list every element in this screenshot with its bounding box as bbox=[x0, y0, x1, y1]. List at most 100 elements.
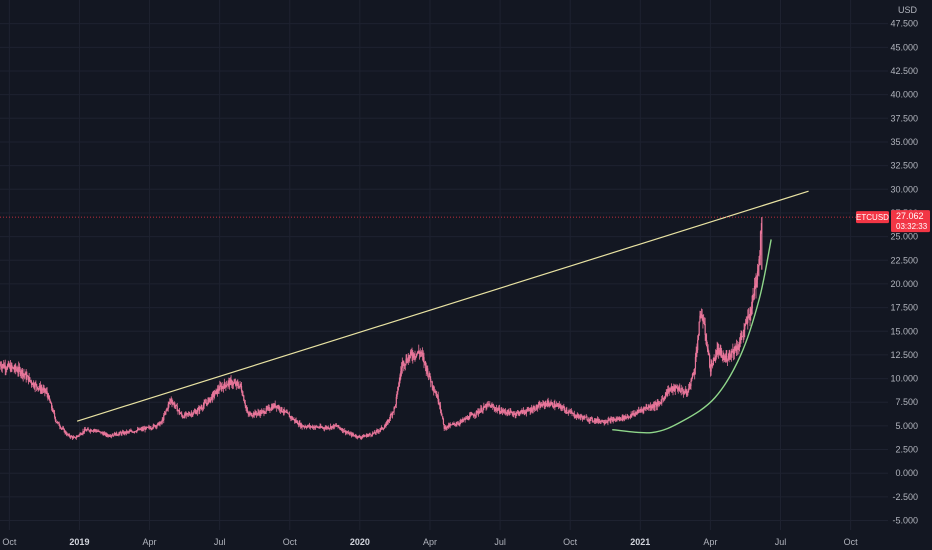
candle-body bbox=[53, 412, 56, 417]
candle-body bbox=[517, 412, 519, 413]
candle-body bbox=[18, 366, 20, 372]
candle-body bbox=[506, 412, 508, 415]
candle-body bbox=[714, 357, 716, 361]
candle-body bbox=[310, 426, 312, 428]
candle-body bbox=[115, 432, 117, 436]
candle-body bbox=[57, 422, 59, 423]
candle-body bbox=[94, 429, 96, 431]
candle-body bbox=[464, 418, 466, 420]
candle-body bbox=[400, 371, 402, 375]
candle-body bbox=[302, 425, 304, 427]
candle-body bbox=[282, 412, 285, 414]
candle-body bbox=[658, 403, 661, 404]
candle-body bbox=[367, 435, 369, 437]
candle-body bbox=[2, 364, 4, 366]
x-tick-label: Jul bbox=[214, 537, 226, 547]
candle-body bbox=[261, 410, 264, 412]
candle-body bbox=[430, 378, 432, 383]
candle-body bbox=[14, 365, 16, 370]
candle-body bbox=[80, 433, 82, 435]
candle-body bbox=[557, 404, 560, 407]
candle-body bbox=[495, 408, 498, 410]
candle-body bbox=[293, 419, 295, 420]
candle-body bbox=[92, 429, 95, 431]
candle-body bbox=[450, 424, 452, 426]
candle-body bbox=[631, 413, 633, 416]
candle-body bbox=[154, 425, 157, 427]
candle-body bbox=[50, 403, 53, 409]
candle-body bbox=[505, 412, 507, 414]
candle-body bbox=[644, 407, 646, 409]
candle-body bbox=[477, 411, 479, 414]
candle-body bbox=[207, 400, 209, 405]
candle-body bbox=[454, 423, 456, 425]
candle-body bbox=[387, 419, 389, 424]
x-tick-label: Oct bbox=[563, 537, 578, 547]
candle-body bbox=[728, 352, 730, 359]
resistance-trendline[interactable] bbox=[76, 190, 809, 422]
candle-body bbox=[616, 418, 618, 420]
candle-body bbox=[311, 426, 314, 428]
candle-body bbox=[218, 390, 220, 391]
candle-body bbox=[757, 266, 759, 272]
candle-body bbox=[50, 402, 52, 404]
candle-body bbox=[140, 428, 142, 430]
candle-body bbox=[521, 410, 523, 414]
candle-body bbox=[442, 418, 445, 425]
candle-body bbox=[32, 382, 34, 386]
candle-body bbox=[377, 431, 379, 432]
candle-body bbox=[649, 405, 652, 408]
candle-body bbox=[581, 415, 583, 418]
y-tick-label: 2.500 bbox=[895, 445, 918, 455]
candle-body bbox=[110, 436, 112, 437]
candle-body bbox=[586, 417, 588, 421]
candle-body bbox=[365, 434, 368, 436]
candle-body bbox=[197, 408, 199, 410]
candle-body bbox=[673, 386, 675, 388]
candle-body bbox=[391, 414, 393, 416]
candle-body bbox=[685, 390, 687, 393]
candle-body bbox=[606, 421, 608, 423]
time-axis[interactable]: Oct 2019 Apr Jul Oct 2020 Apr Jul Oct 2021 Apr Jul O… bbox=[2, 537, 858, 547]
candle-body bbox=[729, 352, 731, 356]
candle-body bbox=[568, 411, 570, 413]
candle-body bbox=[142, 428, 145, 430]
candle-body bbox=[561, 407, 563, 409]
candle-body bbox=[540, 404, 542, 406]
candle-body bbox=[128, 431, 130, 432]
candle-body bbox=[240, 385, 243, 392]
candle-body bbox=[309, 425, 311, 428]
candle-body bbox=[308, 425, 310, 427]
candle-body bbox=[551, 402, 553, 404]
candle-body bbox=[424, 361, 427, 366]
candle-body bbox=[566, 409, 568, 413]
candle-body bbox=[742, 331, 744, 336]
candle-body bbox=[756, 279, 758, 284]
price-axis[interactable]: USD 47.500 45.000 42.500 40.000 37.500 35.000… bbox=[890, 5, 918, 526]
candle-body bbox=[288, 413, 290, 415]
candle-body bbox=[163, 414, 165, 421]
candle-body bbox=[283, 409, 285, 413]
candle-body bbox=[139, 429, 142, 430]
candle-body bbox=[263, 410, 265, 414]
candle-body bbox=[329, 426, 332, 428]
candle-body bbox=[433, 390, 436, 392]
parabolic-support-curve[interactable] bbox=[612, 239, 772, 434]
candle-body bbox=[738, 342, 741, 348]
candle-body bbox=[351, 433, 353, 436]
currency-label[interactable]: USD bbox=[898, 5, 918, 15]
candle-body bbox=[9, 365, 12, 371]
candle-body bbox=[411, 353, 413, 357]
candle-body bbox=[85, 430, 87, 432]
candle-body bbox=[565, 409, 567, 412]
candle-body bbox=[679, 387, 681, 392]
candle-body bbox=[602, 422, 605, 424]
candle-body bbox=[479, 410, 481, 413]
candle-body bbox=[242, 395, 244, 397]
candle-body bbox=[435, 393, 437, 395]
candle-body bbox=[232, 382, 234, 385]
candle-body bbox=[496, 408, 498, 411]
candle-body bbox=[559, 404, 561, 406]
candle-body bbox=[669, 389, 671, 391]
